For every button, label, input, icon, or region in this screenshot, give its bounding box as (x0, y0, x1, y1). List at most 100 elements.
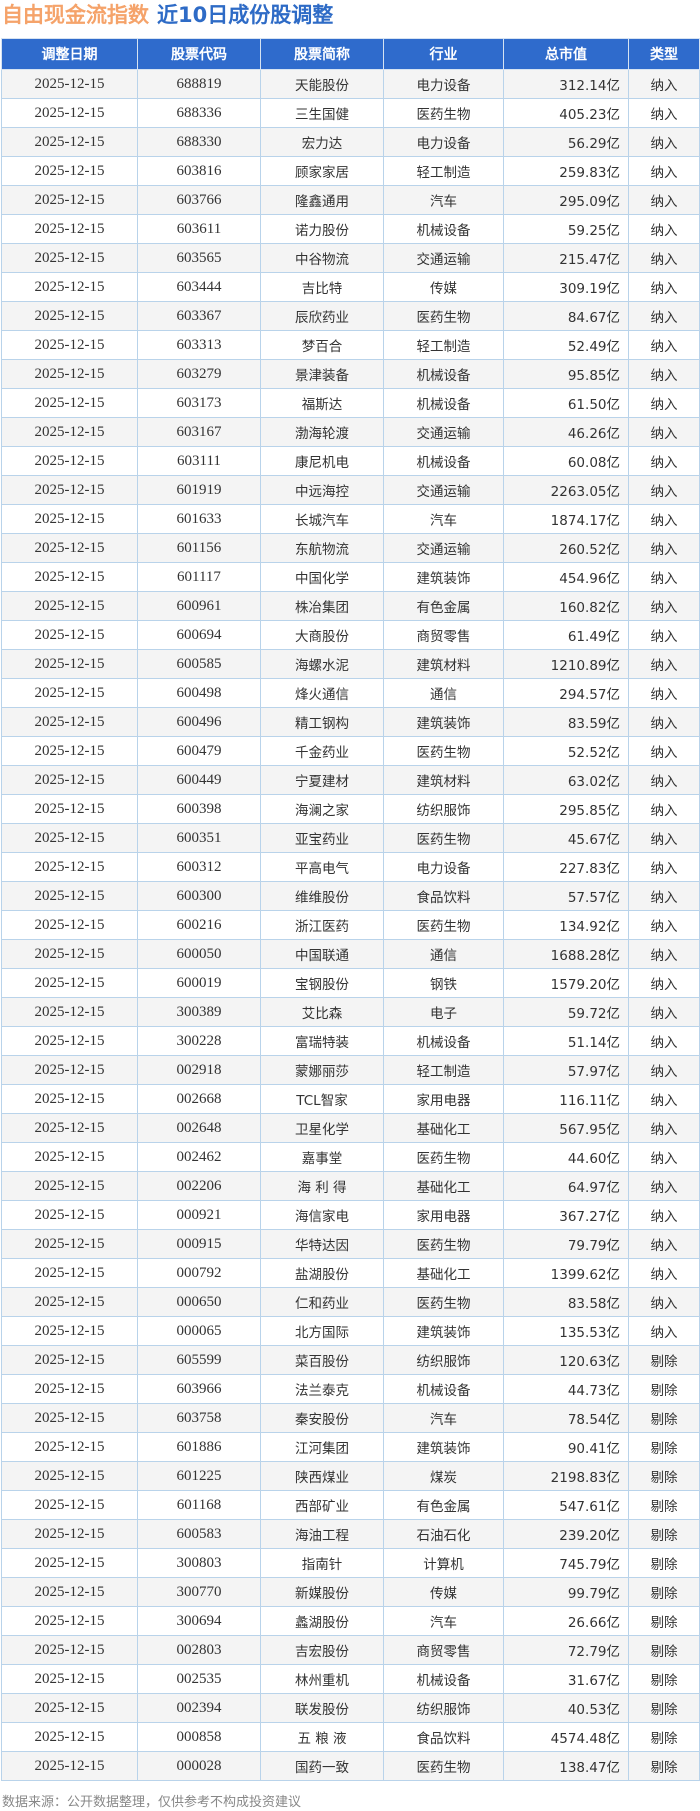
cell-industry: 电力设备 (383, 69, 504, 99)
cell-code: 600216 (137, 910, 261, 940)
cell-type: 纳入 (628, 69, 700, 99)
cell-type: 纳入 (628, 939, 700, 969)
cell-type: 纳入 (628, 591, 700, 621)
cell-market-cap: 57.57亿 (503, 881, 629, 911)
cell-industry: 机械设备 (383, 1374, 504, 1404)
cell-code: 002803 (137, 1635, 261, 1665)
cell-name: 菜百股份 (260, 1345, 384, 1375)
cell-date: 2025-12-15 (1, 736, 138, 766)
cell-date: 2025-12-15 (1, 620, 138, 650)
table-row: 2025-12-15 600019 宝钢股份 钢铁 1579.20亿 纳入 (1, 968, 700, 998)
table-row: 2025-12-15 002206 海 利 得基础化工 64.97亿 纳入 (1, 1171, 700, 1201)
cell-industry: 建筑装饰 (383, 707, 504, 737)
cell-code: 002648 (137, 1113, 261, 1143)
table-row: 2025-12-15 603816 顾家家居 轻工制造 259.83亿 纳入 (1, 156, 700, 186)
cell-code: 603966 (137, 1374, 261, 1404)
cell-name: 维维股份 (260, 881, 384, 911)
column-header-name: 股票简称 (260, 38, 384, 70)
cell-date: 2025-12-15 (1, 127, 138, 157)
cell-name: 海螺水泥 (260, 649, 384, 679)
cell-type: 剔除 (628, 1577, 700, 1607)
cell-market-cap: 46.26亿 (503, 417, 629, 447)
cell-date: 2025-12-15 (1, 1722, 138, 1752)
cell-name: 株冶集团 (260, 591, 384, 621)
cell-date: 2025-12-15 (1, 1316, 138, 1346)
table-row: 2025-12-15 300770 新媒股份 传媒 99.79亿 剔除 (1, 1577, 700, 1607)
cell-name: 北方国际 (260, 1316, 384, 1346)
table-row: 2025-12-15 000065 北方国际 建筑装饰 135.53亿 纳入 (1, 1316, 700, 1346)
cell-type: 纳入 (628, 968, 700, 998)
column-header-industry: 行业 (383, 38, 504, 70)
cell-code: 000858 (137, 1722, 261, 1752)
cell-name: 辰欣药业 (260, 301, 384, 331)
cell-industry: 电子 (383, 997, 504, 1027)
cell-code: 600050 (137, 939, 261, 969)
cell-market-cap: 294.57亿 (503, 678, 629, 708)
cell-name: 长城汽车 (260, 504, 384, 534)
cell-name: 中谷物流 (260, 243, 384, 273)
table-row: 2025-12-15 603173 福斯达 机械设备 61.50亿 纳入 (1, 388, 700, 418)
cell-market-cap: 295.09亿 (503, 185, 629, 215)
cell-type: 剔除 (628, 1461, 700, 1491)
cell-type: 剔除 (628, 1635, 700, 1665)
cell-code: 601225 (137, 1461, 261, 1491)
table-row: 2025-12-15 688336 三生国健 医药生物 405.23亿 纳入 (1, 98, 700, 128)
table-row: 2025-12-15 600300 维维股份 食品饮料 57.57亿 纳入 (1, 881, 700, 911)
cell-date: 2025-12-15 (1, 185, 138, 215)
cell-name: 景津装备 (260, 359, 384, 389)
cell-industry: 轻工制造 (383, 156, 504, 186)
cell-code: 000065 (137, 1316, 261, 1346)
cell-market-cap: 52.49亿 (503, 330, 629, 360)
cell-type: 纳入 (628, 417, 700, 447)
table-row: 2025-12-15 600351 亚宝药业 医药生物 45.67亿 纳入 (1, 823, 700, 853)
table-row: 2025-12-15 000858 五 粮 液食品饮料 4574.48亿 剔除 (1, 1722, 700, 1752)
cell-code: 300694 (137, 1606, 261, 1636)
cell-name: 五 粮 液 (260, 1722, 384, 1752)
table-row: 2025-12-15 603111 康尼机电 机械设备 60.08亿 纳入 (1, 446, 700, 476)
cell-type: 纳入 (628, 98, 700, 128)
cell-date: 2025-12-15 (1, 1519, 138, 1549)
cell-name: 中国联通 (260, 939, 384, 969)
table-row: 2025-12-15 002394 联发股份 纺织服饰 40.53亿 剔除 (1, 1693, 700, 1723)
cell-market-cap: 1874.17亿 (503, 504, 629, 534)
cell-industry: 机械设备 (383, 1026, 504, 1056)
table-row: 2025-12-15 000915 华特达因 医药生物 79.79亿 纳入 (1, 1229, 700, 1259)
table-row: 2025-12-15 601919 中远海控 交通运输 2263.05亿 纳入 (1, 475, 700, 505)
cell-code: 603313 (137, 330, 261, 360)
cell-type: 纳入 (628, 1287, 700, 1317)
table-row: 2025-12-15 601633 长城汽车 汽车 1874.17亿 纳入 (1, 504, 700, 534)
cell-date: 2025-12-15 (1, 1287, 138, 1317)
cell-name: 海 利 得 (260, 1171, 384, 1201)
cell-industry: 纺织服饰 (383, 1693, 504, 1723)
cell-type: 剔除 (628, 1519, 700, 1549)
cell-market-cap: 63.02亿 (503, 765, 629, 795)
table-row: 2025-12-15 300228 富瑞特装 机械设备 51.14亿 纳入 (1, 1026, 700, 1056)
table-row: 2025-12-15 002535 林州重机 机械设备 31.67亿 剔除 (1, 1664, 700, 1694)
cell-industry: 钢铁 (383, 968, 504, 998)
cell-date: 2025-12-15 (1, 301, 138, 331)
cell-market-cap: 61.49亿 (503, 620, 629, 650)
cell-code: 603279 (137, 359, 261, 389)
cell-date: 2025-12-15 (1, 330, 138, 360)
cell-industry: 医药生物 (383, 1142, 504, 1172)
cell-market-cap: 4574.48亿 (503, 1722, 629, 1752)
cell-type: 纳入 (628, 852, 700, 882)
cell-code: 002918 (137, 1055, 261, 1085)
table-row: 2025-12-15 603565 中谷物流 交通运输 215.47亿 纳入 (1, 243, 700, 273)
table-row: 2025-12-15 002918 蒙娜丽莎 轻工制造 57.97亿 纳入 (1, 1055, 700, 1085)
cell-type: 纳入 (628, 1142, 700, 1172)
cell-code: 601919 (137, 475, 261, 505)
cell-market-cap: 51.14亿 (503, 1026, 629, 1056)
cell-date: 2025-12-15 (1, 649, 138, 679)
cell-type: 纳入 (628, 1026, 700, 1056)
table-row: 2025-12-15 600398 海澜之家 纺织服饰 295.85亿 纳入 (1, 794, 700, 824)
cell-market-cap: 44.73亿 (503, 1374, 629, 1404)
table-body: 2025-12-15 688819 天能股份 电力设备 312.14亿 纳入 2025-12… (1, 69, 700, 1781)
cell-market-cap: 239.20亿 (503, 1519, 629, 1549)
cell-date: 2025-12-15 (1, 214, 138, 244)
cell-date: 2025-12-15 (1, 69, 138, 99)
cell-industry: 汽车 (383, 1403, 504, 1433)
cell-type: 纳入 (628, 736, 700, 766)
cell-industry: 汽车 (383, 1606, 504, 1636)
cell-name: 宏力达 (260, 127, 384, 157)
